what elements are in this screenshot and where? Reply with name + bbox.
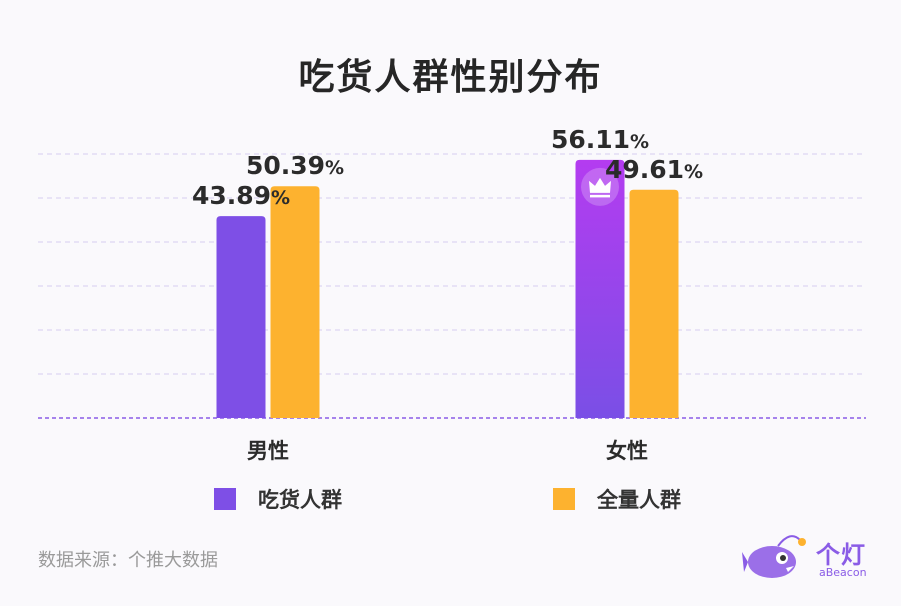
chart-title: 吃货人群性别分布 bbox=[298, 57, 603, 98]
category-label: 男性 bbox=[247, 439, 289, 463]
legend-swatch bbox=[214, 488, 236, 510]
data-label: 50.39% bbox=[246, 151, 344, 180]
legend-label: 吃货人群 bbox=[258, 488, 342, 512]
source-note: 数据来源：个推大数据 bbox=[38, 550, 218, 571]
anglerfish-logo-icon bbox=[742, 535, 806, 578]
bar-2-2 bbox=[629, 189, 679, 418]
legend-swatch bbox=[553, 488, 575, 510]
brand-subtitle: aBeacon bbox=[819, 566, 867, 579]
category-label: 女性 bbox=[606, 439, 648, 463]
legend-item-1: 吃货人群 bbox=[214, 484, 342, 514]
bar-1-1 bbox=[216, 216, 266, 418]
legend-label: 全量人群 bbox=[597, 488, 681, 512]
data-label: 56.11% bbox=[551, 125, 649, 154]
crown-icon bbox=[589, 177, 611, 193]
bar-1-2 bbox=[575, 159, 625, 419]
legend-item-2: 全量人群 bbox=[553, 484, 681, 514]
data-label: 43.89% bbox=[192, 181, 290, 210]
brand-name: 个灯 bbox=[816, 541, 866, 569]
data-label: 49.61% bbox=[605, 155, 703, 184]
bar-2-1 bbox=[270, 186, 320, 418]
crown-base bbox=[590, 194, 610, 198]
